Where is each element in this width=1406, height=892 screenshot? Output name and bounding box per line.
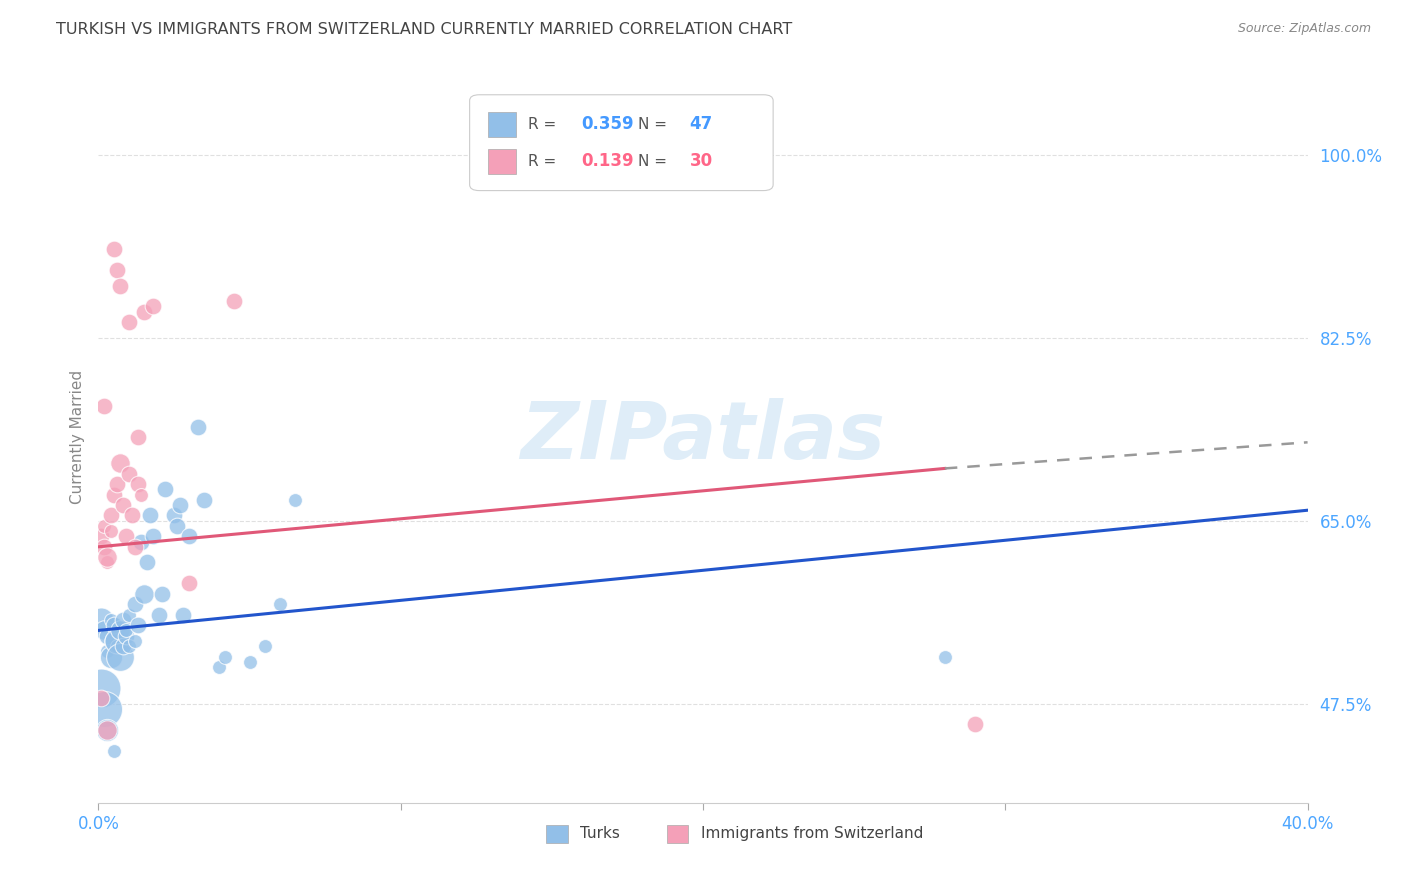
Text: 47: 47 bbox=[689, 115, 713, 133]
Text: 30: 30 bbox=[689, 153, 713, 170]
Point bbox=[108, 456, 131, 470]
Point bbox=[93, 624, 115, 638]
Point bbox=[253, 639, 276, 653]
Text: N =: N = bbox=[638, 153, 672, 169]
Point bbox=[127, 618, 149, 632]
Point bbox=[118, 639, 141, 653]
Point bbox=[124, 633, 146, 648]
Point bbox=[96, 723, 118, 737]
Point bbox=[239, 655, 262, 669]
Point bbox=[208, 660, 231, 674]
Point bbox=[90, 529, 112, 543]
Point bbox=[100, 649, 122, 664]
Point bbox=[114, 624, 136, 638]
Point bbox=[90, 613, 112, 627]
Point bbox=[224, 294, 246, 309]
Text: ZIPatlas: ZIPatlas bbox=[520, 398, 886, 476]
Point bbox=[96, 629, 118, 643]
Text: 0.359: 0.359 bbox=[582, 115, 634, 133]
Point bbox=[96, 550, 118, 565]
Point bbox=[103, 618, 125, 632]
Point bbox=[114, 529, 136, 543]
Point bbox=[150, 587, 173, 601]
Point bbox=[118, 467, 141, 481]
Point bbox=[127, 477, 149, 491]
Text: N =: N = bbox=[638, 117, 672, 132]
Point bbox=[105, 263, 128, 277]
Point bbox=[108, 624, 131, 638]
Point bbox=[118, 607, 141, 622]
Point bbox=[135, 556, 157, 570]
FancyBboxPatch shape bbox=[488, 149, 516, 174]
Point bbox=[163, 508, 186, 523]
Text: TURKISH VS IMMIGRANTS FROM SWITZERLAND CURRENTLY MARRIED CORRELATION CHART: TURKISH VS IMMIGRANTS FROM SWITZERLAND C… bbox=[56, 22, 793, 37]
Point bbox=[108, 649, 131, 664]
Point bbox=[179, 529, 201, 543]
Point bbox=[269, 597, 291, 611]
FancyBboxPatch shape bbox=[470, 95, 773, 191]
Point bbox=[96, 556, 118, 570]
Text: 0.139: 0.139 bbox=[582, 153, 634, 170]
Text: R =: R = bbox=[527, 117, 561, 132]
Text: Turks: Turks bbox=[579, 826, 620, 841]
Point bbox=[129, 487, 152, 501]
Point bbox=[103, 487, 125, 501]
Y-axis label: Currently Married: Currently Married bbox=[69, 370, 84, 504]
Point bbox=[129, 534, 152, 549]
Point bbox=[169, 498, 191, 512]
Point bbox=[148, 607, 170, 622]
FancyBboxPatch shape bbox=[666, 825, 689, 843]
Point bbox=[127, 430, 149, 444]
Point bbox=[105, 477, 128, 491]
Point bbox=[96, 644, 118, 658]
Point bbox=[90, 691, 112, 706]
Point bbox=[124, 597, 146, 611]
Point bbox=[121, 508, 143, 523]
Point bbox=[124, 540, 146, 554]
Point bbox=[193, 492, 215, 507]
Point bbox=[132, 587, 155, 601]
Point bbox=[96, 723, 118, 737]
Point bbox=[172, 607, 194, 622]
FancyBboxPatch shape bbox=[546, 825, 568, 843]
Point bbox=[103, 633, 125, 648]
Point bbox=[103, 242, 125, 256]
Point bbox=[105, 639, 128, 653]
Point bbox=[100, 524, 122, 538]
Point bbox=[166, 519, 188, 533]
Text: Immigrants from Switzerland: Immigrants from Switzerland bbox=[700, 826, 922, 841]
Point bbox=[179, 576, 201, 591]
Point bbox=[142, 529, 165, 543]
Point bbox=[934, 649, 956, 664]
Point bbox=[93, 519, 115, 533]
Point bbox=[105, 633, 128, 648]
FancyBboxPatch shape bbox=[488, 112, 516, 136]
Point bbox=[90, 681, 112, 695]
Point bbox=[103, 743, 125, 757]
Point bbox=[93, 540, 115, 554]
Point bbox=[142, 300, 165, 314]
Text: Source: ZipAtlas.com: Source: ZipAtlas.com bbox=[1237, 22, 1371, 36]
Point bbox=[153, 483, 176, 497]
Point bbox=[132, 304, 155, 318]
Point bbox=[100, 613, 122, 627]
Point bbox=[111, 613, 134, 627]
Point bbox=[111, 498, 134, 512]
Point bbox=[111, 639, 134, 653]
Point bbox=[214, 649, 236, 664]
Point bbox=[93, 702, 115, 716]
Text: R =: R = bbox=[527, 153, 561, 169]
Point bbox=[187, 419, 209, 434]
Point bbox=[284, 492, 307, 507]
Point bbox=[108, 278, 131, 293]
Point bbox=[118, 315, 141, 329]
Point bbox=[100, 508, 122, 523]
Point bbox=[965, 717, 987, 731]
Point bbox=[114, 629, 136, 643]
Point bbox=[139, 508, 162, 523]
Point bbox=[93, 399, 115, 413]
